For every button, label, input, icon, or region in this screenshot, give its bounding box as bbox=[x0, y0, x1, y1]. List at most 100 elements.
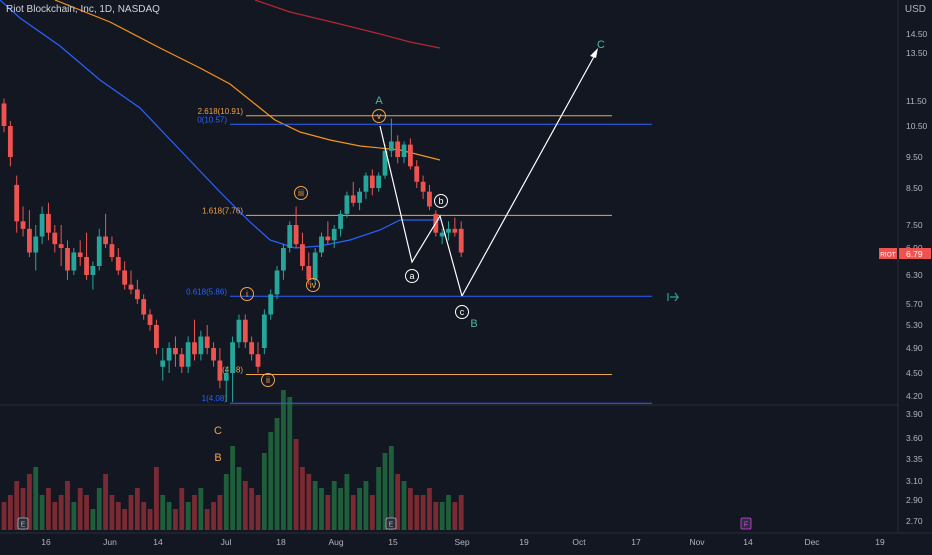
candle-body bbox=[211, 348, 216, 361]
candle-body bbox=[382, 150, 388, 176]
wave-label-c: c bbox=[460, 307, 465, 317]
time-tick-label: Sep bbox=[454, 537, 469, 547]
volume-bar bbox=[274, 418, 280, 530]
candle-body bbox=[344, 195, 350, 214]
candle-body bbox=[147, 314, 153, 325]
time-tick-label: Nov bbox=[689, 537, 705, 547]
volume-bar bbox=[281, 390, 286, 530]
price-tick-label: 5.70 bbox=[906, 299, 923, 309]
candle-body bbox=[77, 252, 83, 257]
abc-correction-path bbox=[379, 125, 463, 297]
wave-label-iii-circle bbox=[294, 186, 308, 200]
candle-body bbox=[115, 257, 121, 271]
candle-body bbox=[65, 248, 70, 271]
volume-bar bbox=[179, 488, 185, 530]
volume-bar bbox=[306, 474, 312, 530]
alert-arrow-icon bbox=[667, 292, 680, 302]
volume-bar bbox=[204, 509, 210, 530]
candle-body bbox=[319, 236, 324, 253]
last-price-symbol-badge bbox=[879, 248, 897, 259]
wave-label-iv: iv bbox=[310, 280, 317, 290]
volume-bar bbox=[166, 502, 172, 530]
volume-bar bbox=[211, 502, 216, 530]
volume-bar bbox=[287, 397, 293, 530]
volume-bar bbox=[369, 495, 375, 530]
candle-body bbox=[58, 244, 64, 248]
volume-bar bbox=[458, 495, 464, 530]
volume-bar bbox=[147, 509, 153, 530]
time-tick-label: 14 bbox=[743, 537, 753, 547]
volume-bar bbox=[325, 495, 331, 530]
volume-bar bbox=[427, 488, 432, 530]
fib-level-label: 2.618(10.91) bbox=[198, 107, 244, 116]
candle-body bbox=[331, 228, 337, 241]
volume-bar bbox=[363, 481, 369, 530]
price-tick-label: 2.90 bbox=[906, 495, 923, 505]
candle-body bbox=[46, 213, 51, 233]
wave-label-C: C bbox=[597, 39, 605, 51]
time-tick-label: Oct bbox=[572, 537, 586, 547]
volume-bar bbox=[261, 453, 267, 530]
candle-body bbox=[420, 181, 426, 192]
time-tick-label: Aug bbox=[328, 537, 343, 547]
price-tick-label: 7.50 bbox=[906, 220, 923, 230]
wave-label-iv-circle bbox=[306, 278, 320, 292]
candle-body bbox=[160, 360, 166, 367]
candle-body bbox=[363, 175, 369, 192]
price-tick-label: 3.90 bbox=[906, 409, 923, 419]
price-tick-label: 6.30 bbox=[906, 270, 923, 280]
volume-bar bbox=[300, 467, 305, 530]
volume-bar bbox=[350, 495, 356, 530]
candle-body bbox=[20, 221, 26, 229]
candle-body bbox=[439, 232, 445, 237]
candle-body bbox=[154, 325, 159, 348]
volume-bar bbox=[452, 502, 458, 530]
volume-bar bbox=[217, 495, 223, 530]
candle-body bbox=[249, 342, 255, 355]
price-tick-label: 3.35 bbox=[906, 454, 923, 464]
candle-body bbox=[52, 232, 58, 245]
candle-body bbox=[27, 228, 32, 253]
volume-bar bbox=[255, 495, 261, 530]
candle-body bbox=[350, 195, 356, 203]
candle-body bbox=[217, 360, 223, 381]
volume-bar bbox=[52, 502, 58, 530]
last-price-symbol: RIOT bbox=[880, 252, 896, 259]
wave-label-B: B bbox=[470, 318, 477, 330]
candle-body bbox=[71, 252, 77, 271]
candle-body bbox=[414, 166, 420, 182]
volume-bar bbox=[293, 439, 299, 530]
volume-bar bbox=[77, 488, 83, 530]
candle-body bbox=[236, 319, 242, 343]
volume-bar bbox=[65, 481, 70, 530]
price-tick-label: 10.50 bbox=[906, 121, 928, 131]
wave-label-a-circle bbox=[405, 269, 419, 283]
candle-body bbox=[14, 184, 20, 222]
candle-body bbox=[357, 191, 362, 203]
volume-bar bbox=[357, 488, 362, 530]
wave-label-ii: ii bbox=[266, 375, 270, 385]
ma-50-line bbox=[0, 0, 440, 249]
candle-body bbox=[306, 266, 312, 280]
volume-bar bbox=[39, 495, 45, 530]
price-tick-label: 11.50 bbox=[906, 96, 927, 106]
volume-bar bbox=[414, 495, 420, 530]
volume-bar bbox=[338, 488, 343, 530]
candle-body bbox=[96, 236, 102, 266]
volume-bar bbox=[249, 488, 255, 530]
candle-body bbox=[287, 225, 293, 248]
ma-100-line bbox=[54, 0, 441, 161]
volume-bar bbox=[223, 474, 229, 530]
price-tick-label: 3.10 bbox=[906, 476, 923, 486]
candle-body bbox=[185, 342, 191, 367]
volume-bar bbox=[58, 495, 64, 530]
wave-label-i: i bbox=[246, 289, 248, 299]
event-badge-label: E bbox=[21, 522, 26, 529]
volume-bar bbox=[312, 481, 318, 530]
wave-label-a: a bbox=[409, 271, 414, 281]
event-badge bbox=[385, 517, 397, 530]
event-badge bbox=[740, 517, 752, 530]
volume-bar bbox=[401, 481, 407, 530]
